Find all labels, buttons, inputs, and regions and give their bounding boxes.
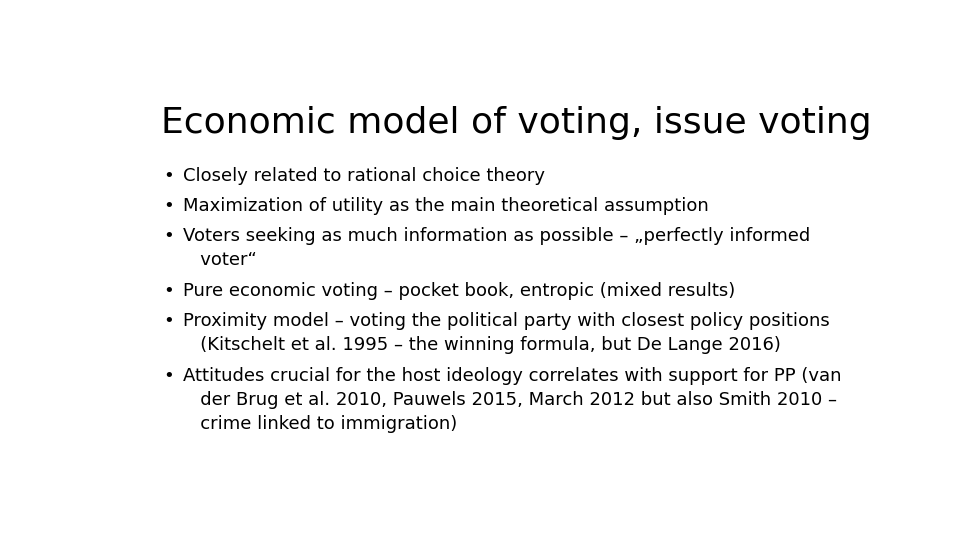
Text: Pure economic voting – pocket book, entropic (mixed results): Pure economic voting – pocket book, entr… — [183, 282, 735, 300]
Text: •: • — [163, 167, 174, 185]
Text: Voters seeking as much information as possible – „perfectly informed: Voters seeking as much information as po… — [183, 227, 810, 245]
Text: •: • — [163, 227, 174, 245]
Text: (Kitschelt et al. 1995 – the winning formula, but De Lange 2016): (Kitschelt et al. 1995 – the winning for… — [183, 336, 781, 354]
Text: Closely related to rational choice theory: Closely related to rational choice theor… — [183, 167, 545, 185]
Text: Economic model of voting, issue voting: Economic model of voting, issue voting — [161, 106, 872, 140]
Text: •: • — [163, 312, 174, 330]
Text: Attitudes crucial for the host ideology correlates with support for PP (van: Attitudes crucial for the host ideology … — [183, 367, 842, 384]
Text: •: • — [163, 197, 174, 215]
Text: •: • — [163, 282, 174, 300]
Text: Maximization of utility as the main theoretical assumption: Maximization of utility as the main theo… — [183, 197, 709, 215]
Text: der Brug et al. 2010, Pauwels 2015, March 2012 but also Smith 2010 –: der Brug et al. 2010, Pauwels 2015, Marc… — [183, 391, 837, 409]
Text: voter“: voter“ — [183, 252, 257, 269]
Text: •: • — [163, 367, 174, 384]
Text: crime linked to immigration): crime linked to immigration) — [183, 415, 458, 433]
Text: Proximity model – voting the political party with closest policy positions: Proximity model – voting the political p… — [183, 312, 830, 330]
